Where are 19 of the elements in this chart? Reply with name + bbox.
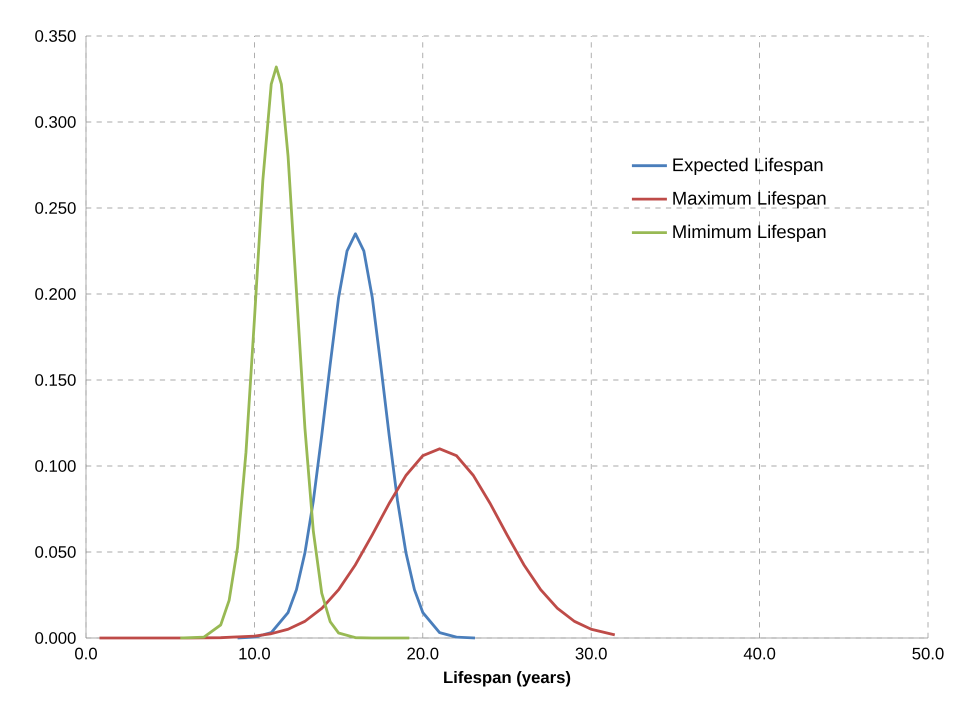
x-axis-title: Lifespan (years) (444, 670, 570, 687)
y-tick-label: 0.050 (35, 546, 76, 558)
x-tick-label: 10.0 (239, 648, 270, 660)
y-tick-label: 0.250 (35, 202, 76, 214)
legend-label: Expected Lifespan (673, 158, 822, 175)
y-tick-label: 0.200 (35, 288, 76, 300)
legend-label: Maximum Lifespan (673, 191, 826, 208)
line-series (236, 232, 476, 640)
x-tick-label: 20.0 (407, 648, 438, 660)
y-tick-label: 0.150 (35, 374, 76, 386)
x-tick-label: 0.0 (75, 648, 97, 660)
x-tick-label: 50.0 (912, 648, 944, 660)
y-tick-label: 0.000 (35, 632, 76, 644)
x-tick-label: 30.0 (576, 648, 607, 660)
legend-label: Mimimum Lifespan (673, 224, 826, 242)
y-tick-label: 0.300 (35, 116, 76, 128)
y-tick-label: 0.350 (35, 30, 76, 42)
x-tick-label: 40.0 (744, 648, 776, 660)
y-tick-label: 0.100 (35, 460, 76, 472)
